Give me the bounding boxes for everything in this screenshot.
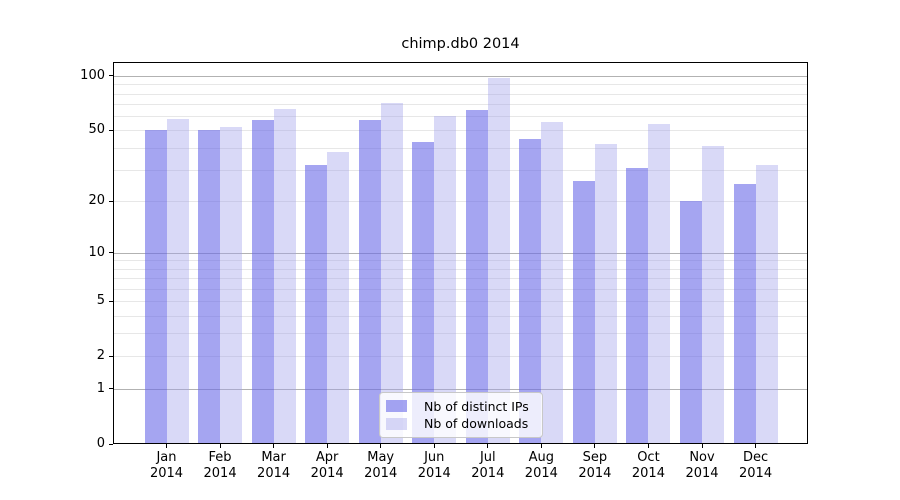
bar-sep-ips — [572, 181, 595, 443]
gridline-minor — [114, 301, 807, 303]
bar-dec-ips — [733, 184, 756, 443]
bar-jul-ips — [465, 109, 488, 443]
y-tick-mark — [109, 388, 113, 390]
y-tick-label: 2 — [96, 348, 105, 364]
x-tick-mark — [487, 444, 489, 448]
bar-nov-ips — [680, 201, 702, 443]
x-tick-label: Feb 2014 — [203, 450, 237, 481]
gridline-minor — [114, 170, 807, 172]
x-tick-mark — [647, 444, 649, 448]
legend-item: Nb of distinct IPs — [386, 399, 537, 414]
x-tick-label: Dec 2014 — [739, 450, 773, 481]
chart-title: chimp.db0 2014 — [401, 36, 520, 52]
bar-feb-ips — [198, 130, 221, 443]
bar-feb-downloads — [220, 127, 243, 443]
legend-swatch — [386, 417, 407, 430]
y-tick-label: 5 — [96, 293, 105, 309]
y-tick-mark — [109, 200, 113, 202]
y-tick-mark — [109, 355, 113, 357]
gridline-minor — [114, 315, 807, 317]
x-tick-mark — [219, 444, 221, 448]
x-tick-label: Apr 2014 — [310, 450, 344, 481]
x-tick-mark — [326, 444, 328, 448]
x-tick-mark — [166, 444, 167, 448]
x-tick-label: Jun 2014 — [417, 450, 451, 481]
y-tick-label: 50 — [88, 122, 105, 138]
bar-sep-downloads — [594, 144, 617, 443]
y-tick-label: 10 — [88, 244, 105, 260]
bar-aug-downloads — [541, 121, 564, 443]
x-tick-label: Oct 2014 — [631, 450, 665, 481]
legend-label: Nb of distinct IPs — [424, 398, 529, 414]
legend-swatch — [386, 400, 407, 413]
gridline-minor — [114, 356, 807, 358]
bar-jul-downloads — [487, 77, 510, 443]
gridline-minor — [114, 288, 807, 290]
x-tick-label: Mar 2014 — [257, 450, 291, 481]
gridline-minor — [114, 116, 807, 118]
bar-mar-downloads — [273, 108, 296, 443]
bar-apr-ips — [305, 165, 328, 443]
y-tick-mark — [109, 443, 113, 445]
x-tick-mark — [594, 444, 596, 448]
gridline-major — [114, 388, 807, 390]
x-tick-label: Jan 2014 — [149, 450, 184, 481]
y-tick-mark — [109, 75, 113, 77]
x-tick-label: Aug 2014 — [524, 450, 558, 481]
bar-jan-ips — [144, 130, 167, 443]
bar-may-ips — [358, 120, 381, 443]
y-tick-mark — [109, 129, 113, 131]
gridline-minor — [114, 84, 807, 86]
y-tick-label: 20 — [88, 193, 105, 209]
bar-may-downloads — [380, 102, 403, 443]
y-tick-label: 1 — [96, 380, 105, 396]
gridline-minor — [114, 104, 807, 106]
gridline-minor — [114, 278, 807, 280]
gridline-major — [114, 252, 807, 254]
legend-item: Nb of downloads — [386, 416, 537, 431]
x-tick-label: Nov 2014 — [685, 450, 719, 481]
bar-jan-downloads — [166, 118, 189, 443]
bar-oct-ips — [626, 167, 649, 443]
bar-jun-ips — [412, 142, 435, 443]
x-tick-mark — [273, 444, 275, 448]
x-tick-mark — [540, 444, 542, 448]
gridline-minor — [114, 201, 807, 203]
gridline-major — [114, 75, 807, 77]
gridline-minor — [114, 93, 807, 95]
legend: Nb of distinct IPs Nb of downloads — [379, 392, 543, 438]
x-tick-mark — [433, 444, 435, 448]
bar-oct-downloads — [648, 124, 671, 443]
bar-mar-ips — [251, 120, 274, 443]
x-tick-label: Jul 2014 — [471, 450, 505, 481]
x-tick-label: May 2014 — [364, 450, 398, 481]
bar-nov-downloads — [702, 145, 724, 443]
x-tick-label: Sep 2014 — [578, 450, 612, 481]
y-tick-label: 0 — [96, 436, 105, 451]
gridline-minor — [114, 268, 807, 270]
legend-label: Nb of downloads — [424, 416, 529, 432]
x-tick-mark — [701, 444, 703, 448]
bar-dec-downloads — [755, 165, 778, 443]
gridline-minor — [114, 147, 807, 149]
bar-aug-ips — [519, 138, 542, 443]
gridline-minor — [114, 333, 807, 335]
y-tick-label: 100 — [80, 67, 105, 83]
bar-jun-downloads — [434, 116, 457, 443]
y-tick-mark — [109, 300, 113, 302]
y-tick-mark — [109, 252, 113, 254]
gridline-minor — [114, 260, 807, 262]
plot-area — [113, 62, 808, 444]
gridline-minor — [114, 130, 807, 132]
x-tick-mark — [755, 444, 757, 448]
bar-apr-downloads — [327, 151, 350, 443]
x-tick-mark — [380, 444, 382, 448]
